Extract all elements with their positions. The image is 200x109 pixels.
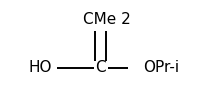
Text: HO: HO	[28, 60, 52, 75]
Text: C: C	[95, 60, 105, 75]
Text: CMe 2: CMe 2	[82, 12, 130, 27]
Text: OPr-i: OPr-i	[142, 60, 178, 75]
